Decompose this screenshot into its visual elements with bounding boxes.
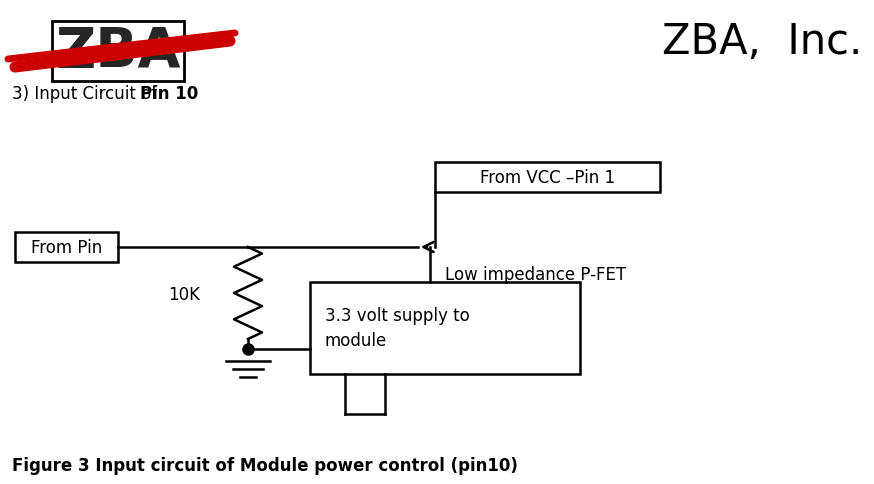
Text: Low impedance P-FET: Low impedance P-FET: [445, 265, 626, 284]
Text: From Pin: From Pin: [31, 239, 102, 257]
Text: Figure 3 Input circuit of Module power control (pin10): Figure 3 Input circuit of Module power c…: [12, 456, 518, 474]
Bar: [435, 163, 660, 193]
Bar: [15, 232, 118, 262]
Text: From VCC –Pin 1: From VCC –Pin 1: [480, 168, 615, 187]
Text: ZBA: ZBA: [55, 25, 181, 79]
Text: 3.3 volt supply to
module: 3.3 volt supply to module: [325, 307, 469, 350]
Text: 10K: 10K: [168, 286, 200, 303]
Text: ZBA: ZBA: [55, 25, 181, 79]
Text: ZBA,  Inc.: ZBA, Inc.: [662, 21, 862, 63]
Text: 3) Input Circuit of: 3) Input Circuit of: [12, 85, 163, 103]
Text: Pin 10: Pin 10: [140, 85, 198, 103]
Bar: [310, 283, 580, 374]
